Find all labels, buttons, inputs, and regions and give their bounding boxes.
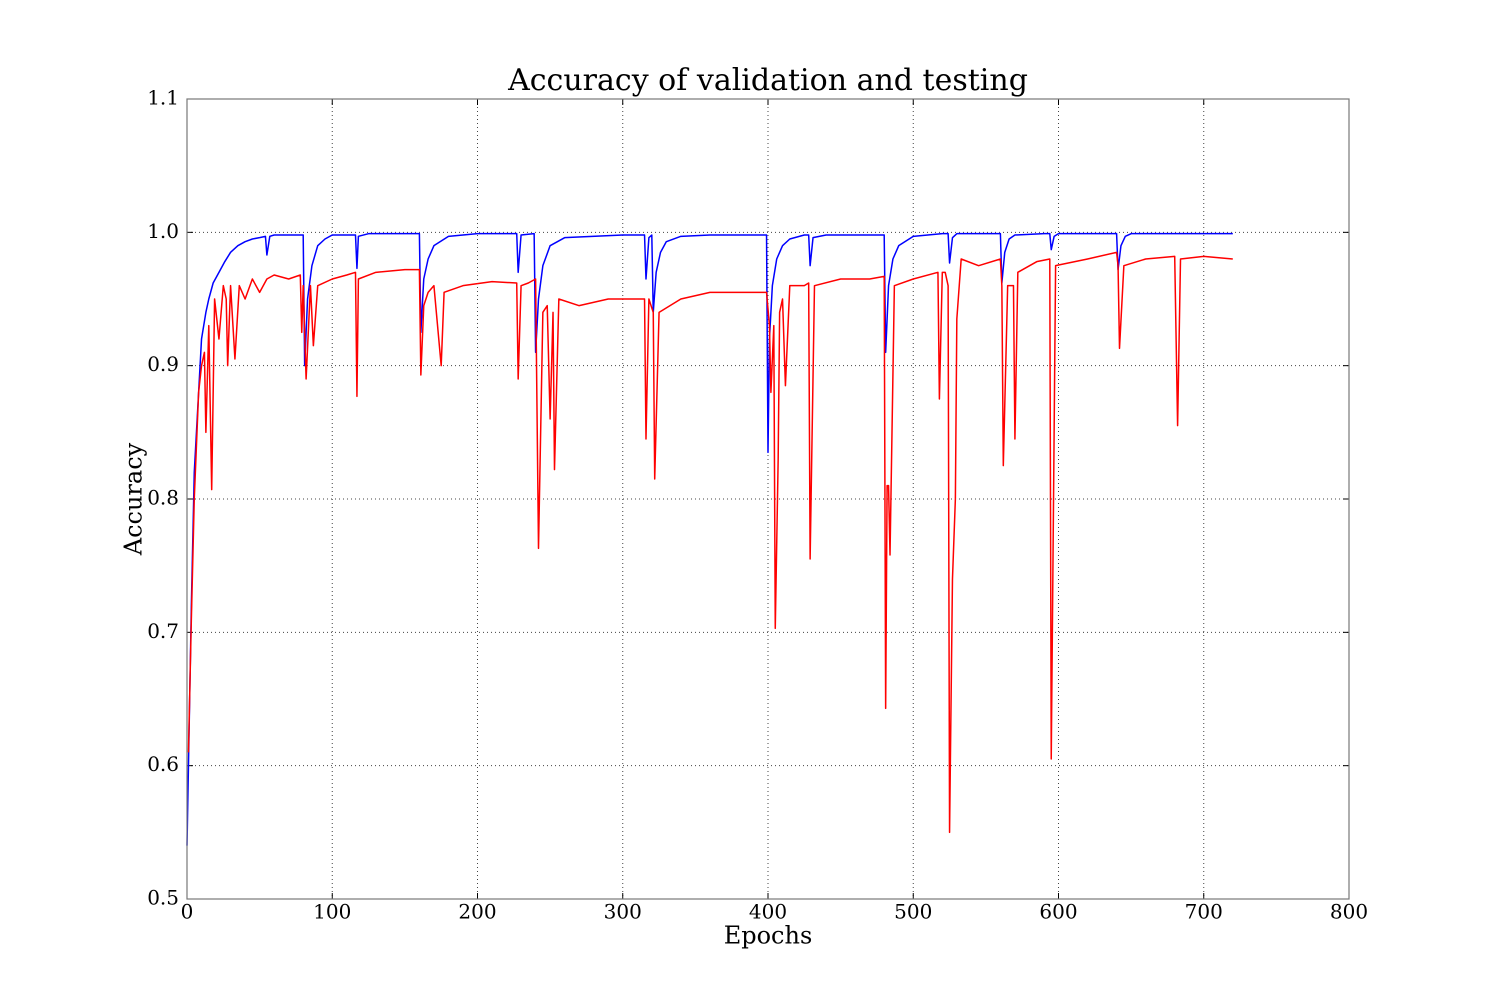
x-tick-label: 700	[1185, 900, 1223, 924]
x-tick-label: 100	[313, 900, 351, 924]
y-axis-label: Accuracy	[120, 442, 148, 556]
series-line	[187, 251, 1233, 834]
x-tick-label: 300	[604, 900, 642, 924]
x-tick-label: 0	[181, 900, 194, 924]
y-tick-label: 0.9	[147, 352, 179, 376]
series-line	[186, 232, 1233, 846]
y-tick-label: 1.0	[147, 219, 179, 243]
y-tick-label: 1.1	[147, 86, 179, 110]
y-tick-label: 0.5	[147, 886, 179, 910]
plot-frame	[186, 98, 1350, 900]
x-tick-label: 600	[1039, 900, 1077, 924]
x-tick-label: 800	[1330, 900, 1368, 924]
x-axis-label: Epochs	[724, 922, 813, 950]
chart-title: Accuracy of validation and testing	[507, 63, 1028, 98]
x-tick-label: 400	[749, 900, 787, 924]
y-tick-label: 0.7	[147, 619, 179, 643]
y-tick-label: 0.6	[147, 752, 179, 776]
y-tick-label: 0.8	[147, 486, 179, 510]
x-tick-label: 500	[894, 900, 932, 924]
x-tick-label: 200	[458, 900, 496, 924]
